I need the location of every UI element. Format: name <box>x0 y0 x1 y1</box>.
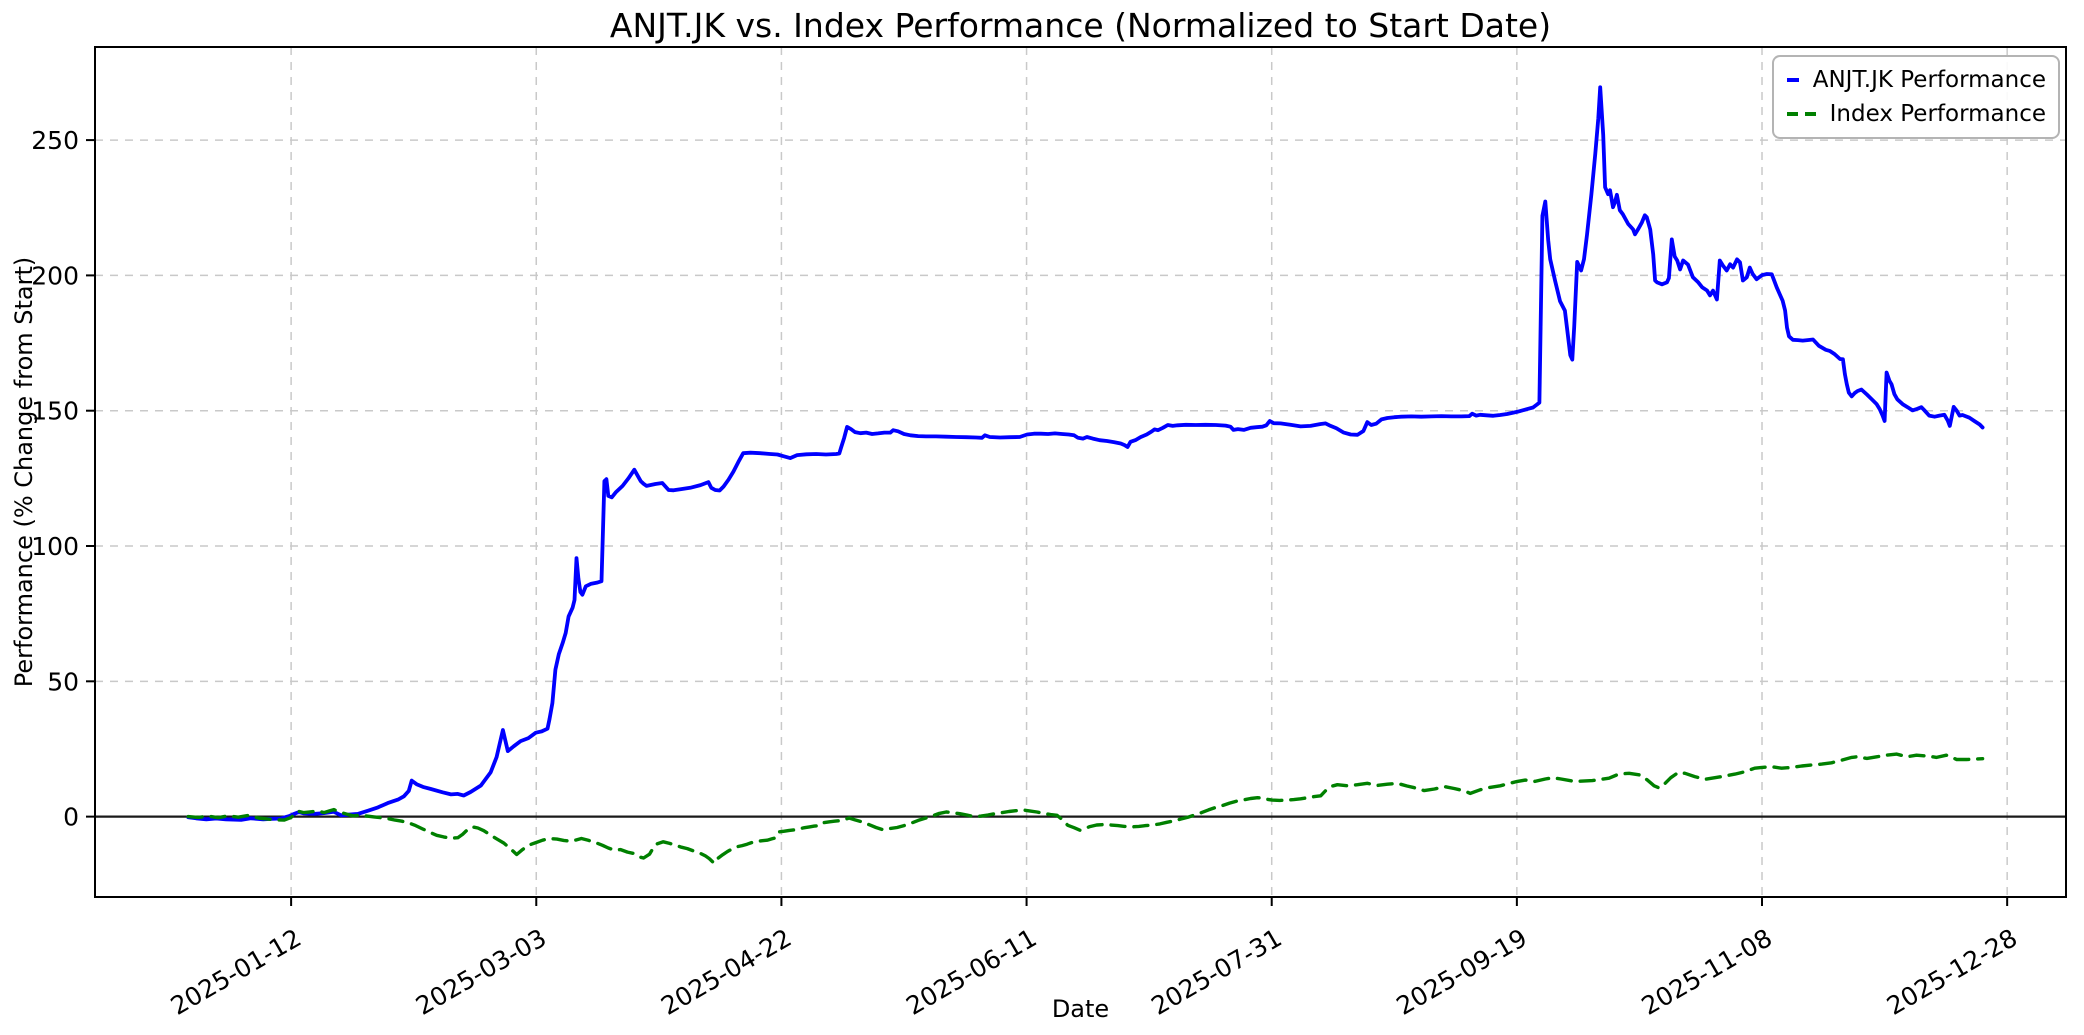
y-tick-label: 200 <box>31 261 79 290</box>
legend-label-index: Index Performance <box>1829 101 2046 127</box>
x-axis-label: Date <box>1051 995 1110 1023</box>
y-axis-label-text: Performance (% Change from Start) <box>10 256 38 688</box>
series-anjt-line <box>186 85 1985 822</box>
legend-item-anjt: ANJT.JK Performance <box>1786 65 2046 95</box>
y-tick-label: 250 <box>31 126 79 155</box>
series-index-line <box>186 752 1985 865</box>
y-tick-label: 0 <box>63 803 79 832</box>
legend-swatch-dashed-line-icon <box>1787 112 1816 116</box>
chart-title: ANJT.JK vs. Index Performance (Normalize… <box>609 6 1552 45</box>
legend: ANJT.JK Performance Index Performance <box>1772 55 2060 139</box>
y-tick-label: 150 <box>31 397 79 426</box>
y-tick-label: 100 <box>31 532 79 561</box>
legend-label-anjt: ANJT.JK Performance <box>1812 67 2046 93</box>
plot-border <box>94 46 2067 898</box>
y-tick-label: 50 <box>47 667 79 696</box>
legend-item-index: Index Performance <box>1786 99 2046 129</box>
legend-swatch-solid-line-icon <box>1787 78 1799 82</box>
